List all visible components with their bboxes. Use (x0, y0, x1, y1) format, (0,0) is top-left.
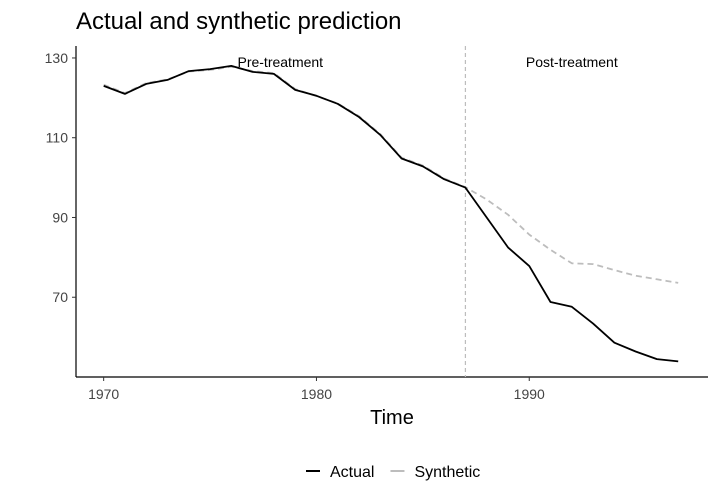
legend-label-synthetic: Synthetic (414, 464, 480, 481)
plot-area: 70 90 110 130 1970 1980 1990 Pre-treatment Post-… (45, 46, 708, 402)
annotation-0: Pre-treatment (237, 54, 323, 70)
y-tick-label: 90 (52, 209, 68, 225)
y-tick-label: 130 (45, 50, 69, 66)
chart-title: Actual and synthetic prediction (76, 8, 402, 35)
series-line-actual (103, 65, 679, 363)
x-tick-label: 1990 (514, 386, 545, 402)
legend-label-actual: Actual (330, 464, 374, 481)
y-tick-label: 110 (46, 130, 69, 146)
x-tick-label: 1980 (301, 386, 332, 402)
y-tick-label: 70 (52, 289, 68, 305)
x-axis-title: Time (370, 407, 414, 429)
legend: Actual Synthetic (306, 464, 480, 481)
annotation-1: Post-treatment (526, 54, 618, 70)
x-tick-label: 1970 (88, 386, 119, 402)
series-line-synthetic (103, 65, 679, 284)
